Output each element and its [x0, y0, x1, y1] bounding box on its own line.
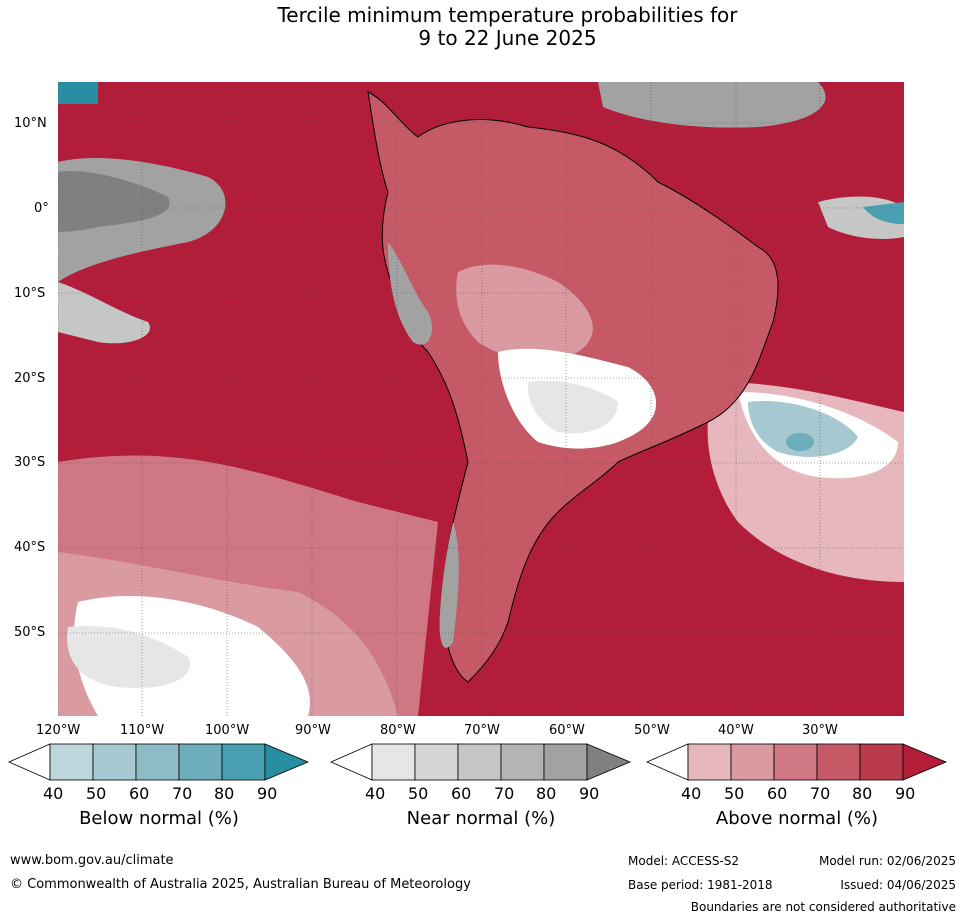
lon-label-100w: 100°W: [205, 723, 250, 738]
near-normal-title: Near normal (%): [406, 808, 556, 829]
region-bolivia-light: [456, 264, 593, 361]
below-normal-title: Below normal (%): [79, 808, 239, 829]
near-tick-70: 70: [494, 784, 515, 803]
region-south-atlantic-below: [748, 401, 858, 457]
colorbar-segment: [371, 743, 416, 781]
colorbar-segment: [646, 743, 689, 781]
region-peru-coast-near: [388, 242, 433, 345]
region-eq-atlantic-below: [863, 202, 904, 224]
map-title: Tercile minimum temperature probabilitie…: [0, 4, 965, 50]
below-tick-80: 80: [214, 784, 235, 803]
colorbar-segment: [264, 743, 310, 781]
title-line-2: 9 to 22 June 2025: [418, 26, 597, 50]
footer-model: Model: ACCESS-S2: [628, 854, 740, 868]
region-paraguay-near: [527, 380, 618, 434]
colorbar-segment: [816, 743, 861, 781]
region-north-atlantic-near: [598, 82, 826, 128]
colorbar-segment: [730, 743, 775, 781]
footer-disclaimer: Boundaries are not considered authoritat…: [690, 900, 956, 914]
above-tick-40: 40: [681, 784, 702, 803]
graticule: [57, 82, 904, 716]
region-eq-pacific-near-core: [58, 171, 170, 232]
below-tick-40: 40: [43, 784, 64, 803]
lon-label-50w: 50°W: [634, 723, 670, 738]
lon-label-90w: 90°W: [295, 723, 331, 738]
colorbar-segment: [330, 743, 373, 781]
footer-url: www.bom.gov.au/climate: [10, 853, 174, 868]
lat-label-40s: 40°S: [14, 540, 46, 555]
below-tick-70: 70: [172, 784, 193, 803]
colorbar-segment: [457, 743, 502, 781]
lat-label-0: 0°: [34, 201, 49, 216]
lat-label-10s: 10°S: [14, 286, 46, 301]
footer-issued: Issued: 04/06/2025: [840, 878, 956, 892]
map-canvas: [57, 82, 904, 716]
colorbar-segment: [773, 743, 818, 781]
colorbar-near-normal: [330, 743, 632, 781]
near-tick-60: 60: [451, 784, 472, 803]
region-south-pacific-near: [67, 626, 190, 688]
footer-base-period: Base period: 1981-2018: [628, 878, 773, 892]
colorbar-segment: [586, 743, 632, 781]
colorbar-segment: [414, 743, 459, 781]
colorbar-segment: [543, 743, 588, 781]
lon-label-80w: 80°W: [380, 723, 416, 738]
colorbar-segment: [859, 743, 904, 781]
region-nw-below: [58, 82, 98, 104]
below-tick-90: 90: [257, 784, 278, 803]
title-line-1: Tercile minimum temperature probabilitie…: [277, 3, 738, 27]
near-tick-90: 90: [579, 784, 600, 803]
colorbar-segment: [902, 743, 948, 781]
colorbar-segment: [135, 743, 180, 781]
lat-label-50s: 50°S: [14, 625, 46, 640]
below-tick-60: 60: [129, 784, 150, 803]
region-chile-near: [439, 522, 459, 648]
near-tick-50: 50: [408, 784, 429, 803]
region-pacific-near-light: [58, 282, 150, 344]
near-tick-40: 40: [365, 784, 386, 803]
below-tick-50: 50: [86, 784, 107, 803]
colorbar-segment: [92, 743, 137, 781]
footer-model-run: Model run: 02/06/2025: [818, 854, 956, 868]
above-tick-70: 70: [810, 784, 831, 803]
colorbar-segment: [221, 743, 266, 781]
lon-label-40w: 40°W: [718, 723, 754, 738]
above-tick-90: 90: [895, 784, 916, 803]
lon-label-60w: 60°W: [549, 723, 585, 738]
above-normal-title: Above normal (%): [715, 808, 879, 829]
colorbar-segment: [687, 743, 732, 781]
lat-label-30s: 30°S: [14, 455, 46, 470]
lon-label-70w: 70°W: [464, 723, 500, 738]
lat-label-20s: 20°S: [14, 371, 46, 386]
near-tick-80: 80: [536, 784, 557, 803]
lon-label-120w: 120°W: [36, 723, 81, 738]
above-tick-80: 80: [852, 784, 873, 803]
probability-map: [57, 82, 904, 716]
colorbar-segment: [8, 743, 51, 781]
above-tick-50: 50: [724, 784, 745, 803]
colorbar-above-normal: [646, 743, 948, 781]
colorbar-segment: [500, 743, 545, 781]
colorbar-segment: [178, 743, 223, 781]
lon-label-110w: 110°W: [120, 723, 165, 738]
lat-label-10n: 10°N: [14, 116, 47, 131]
colorbar-segment: [49, 743, 94, 781]
colorbar-below-normal: [8, 743, 310, 781]
region-south-atlantic-below-core: [786, 433, 814, 451]
above-tick-60: 60: [767, 784, 788, 803]
lon-label-30w: 30°W: [802, 723, 838, 738]
footer-copyright: © Commonwealth of Australia 2025, Austra…: [10, 877, 471, 892]
